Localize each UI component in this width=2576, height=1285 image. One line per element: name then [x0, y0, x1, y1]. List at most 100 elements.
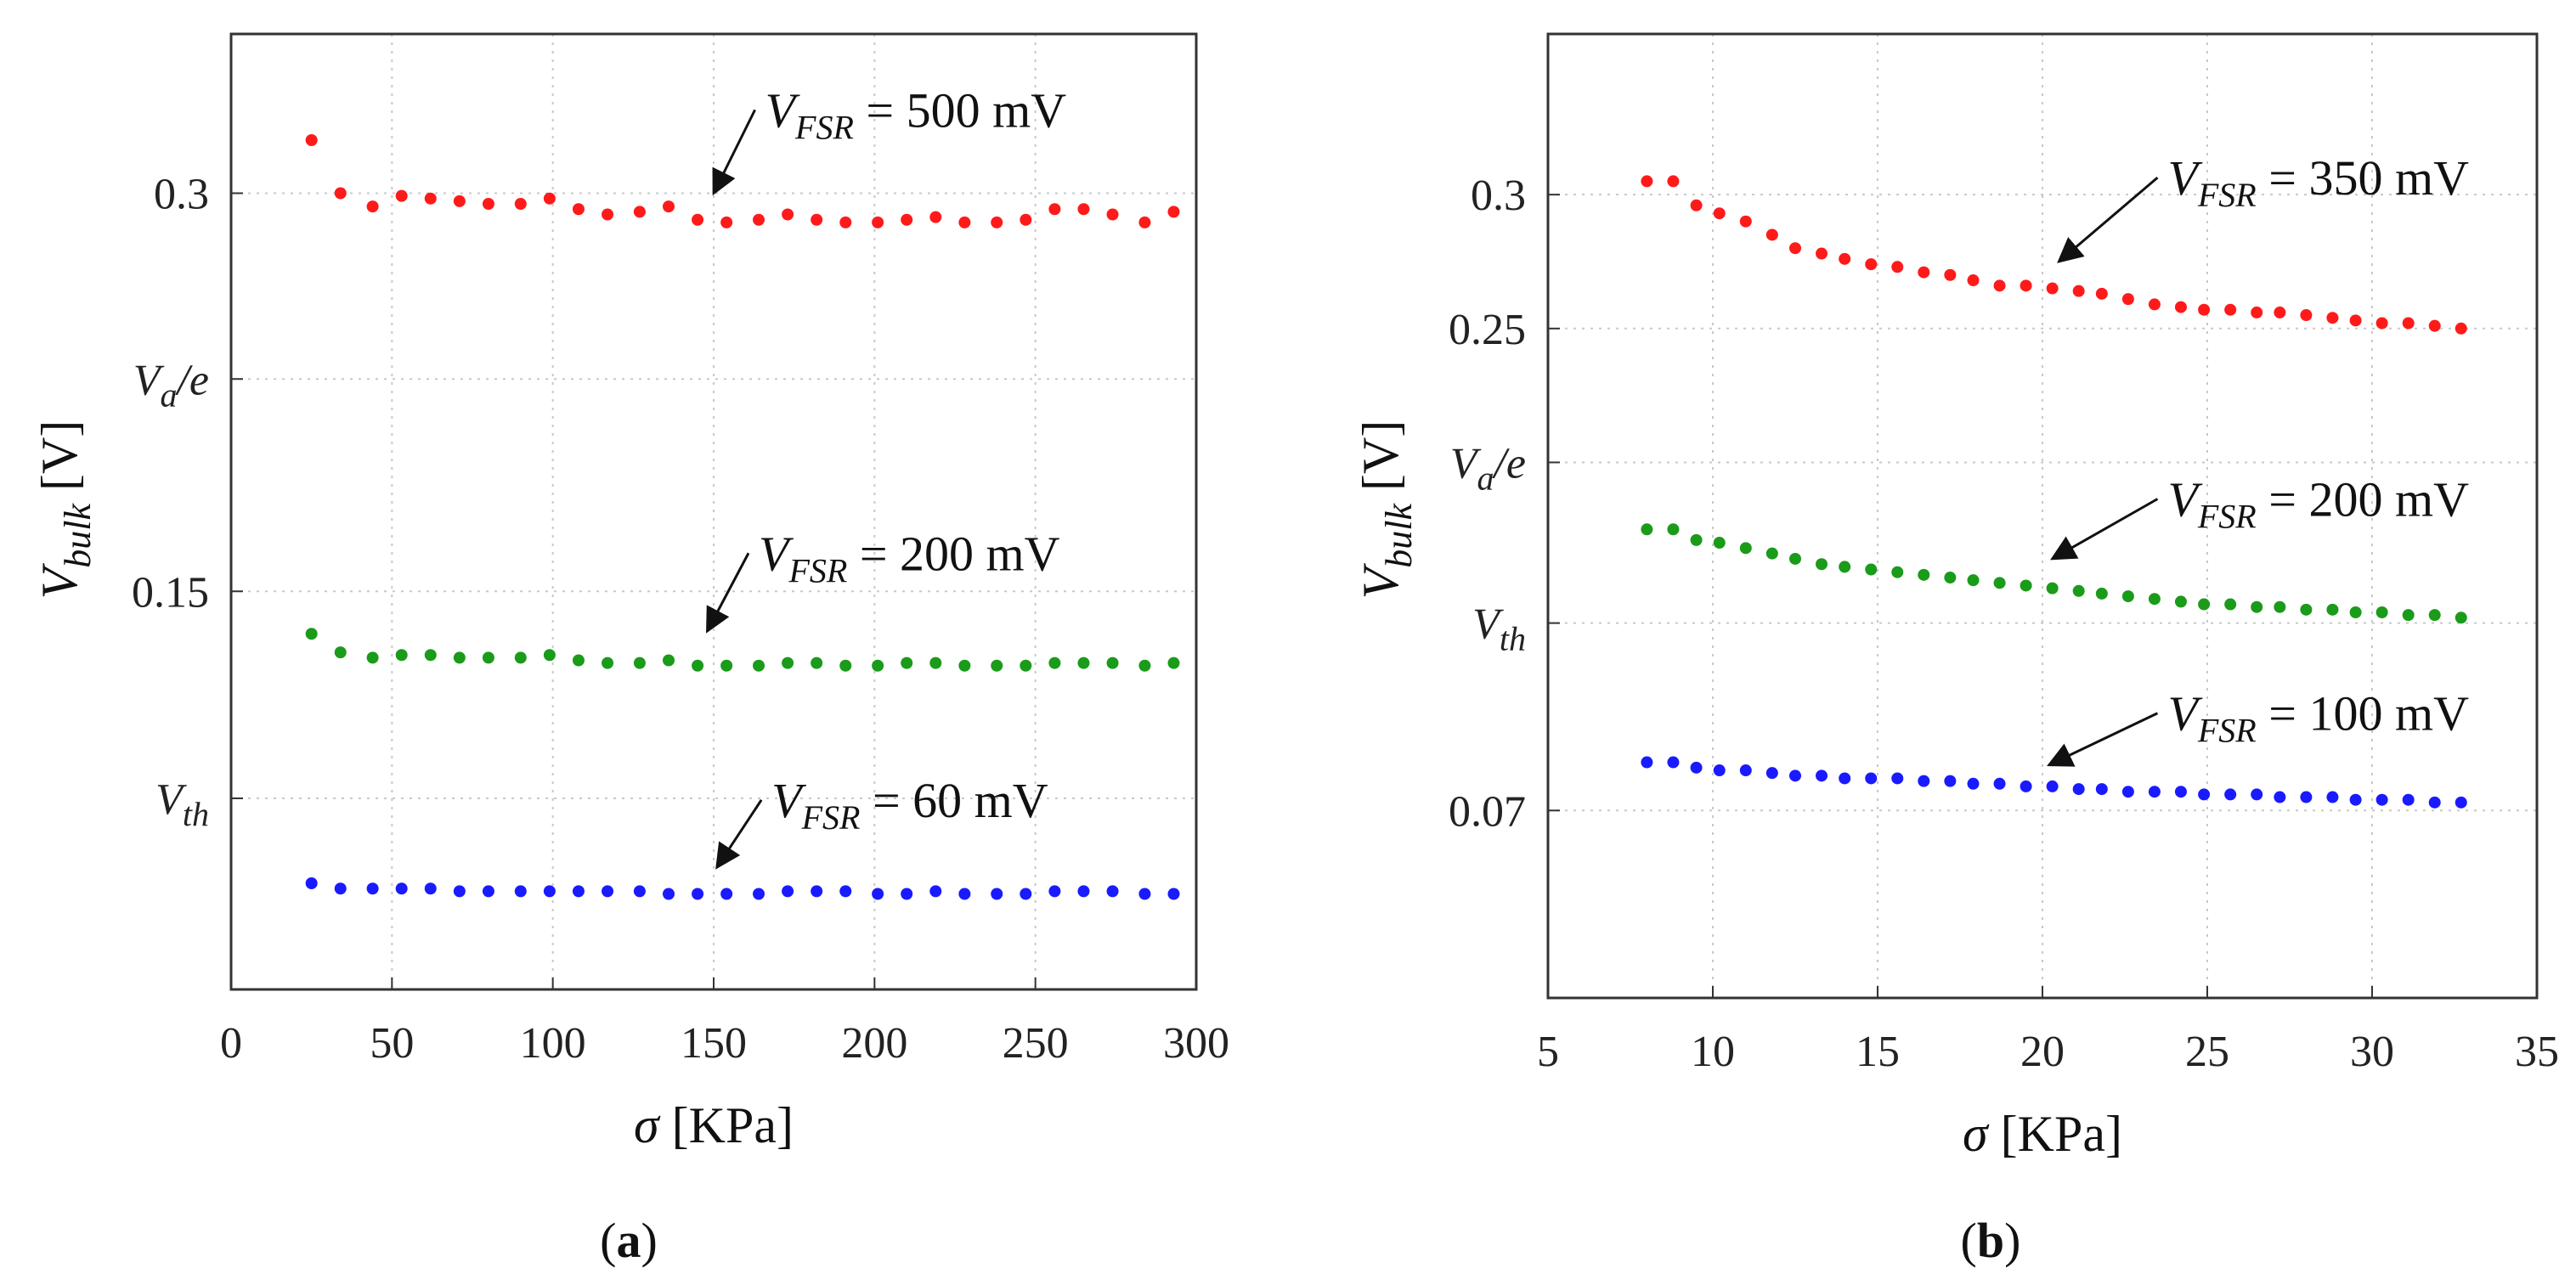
data-point — [901, 213, 913, 226]
x-tick-label: 10 — [1691, 1028, 1735, 1076]
data-point — [1138, 659, 1151, 672]
data-point — [1106, 885, 1119, 898]
data-point — [2020, 279, 2032, 292]
data-point — [1967, 574, 1980, 587]
x-tick-label: 35 — [2515, 1028, 2559, 1076]
annotation-arrow — [2050, 498, 2159, 561]
data-point — [453, 885, 466, 898]
annotation-arrow — [706, 552, 750, 634]
y-tick-label: Va/e — [1450, 439, 1526, 497]
data-point — [753, 213, 765, 226]
data-point — [2326, 603, 2339, 616]
x-axis-label: σ [KPa] — [1963, 1106, 2122, 1162]
data-point — [1641, 756, 1653, 769]
series-annotation: VFSR = 200 mV — [2167, 472, 2469, 536]
data-point — [1765, 767, 1778, 780]
data-point — [958, 888, 971, 900]
data-point — [1967, 777, 1980, 790]
data-point — [424, 882, 437, 895]
data-point — [2121, 786, 2134, 798]
data-point — [2251, 788, 2263, 801]
data-point — [1918, 568, 1930, 581]
subfigure-label: (a) — [600, 1213, 658, 1268]
data-point — [720, 888, 733, 900]
data-point — [2174, 595, 2187, 608]
data-point — [2251, 600, 2263, 613]
data-point — [633, 206, 646, 218]
data-point — [2072, 783, 2085, 796]
x-tick-label: 25 — [2185, 1028, 2229, 1076]
data-point — [2174, 786, 2187, 798]
y-tick-label: 0.3 — [154, 171, 209, 219]
data-point — [901, 657, 913, 669]
subfigure-label: (b) — [1961, 1213, 2021, 1268]
data-point — [872, 659, 884, 672]
data-point — [2198, 598, 2211, 611]
data-point — [1865, 258, 1878, 271]
data-point — [1667, 756, 1680, 769]
x-tick-label: 30 — [2350, 1028, 2394, 1076]
data-point — [2274, 306, 2286, 318]
data-point — [839, 216, 852, 228]
data-point — [811, 657, 823, 669]
data-point — [2402, 793, 2415, 806]
data-point — [334, 882, 347, 895]
data-point — [1713, 764, 1726, 777]
data-point — [901, 888, 913, 900]
data-point — [2072, 285, 2085, 297]
data-point — [1891, 261, 1904, 273]
data-point — [572, 654, 585, 667]
series-annotation: VFSR = 350 mV — [2167, 150, 2469, 214]
data-point — [2020, 579, 2032, 592]
data-point — [633, 885, 646, 898]
data-point — [1993, 777, 2006, 790]
data-point — [2072, 584, 2085, 597]
series-0 — [305, 134, 1180, 228]
annotation-arrow — [715, 799, 763, 870]
data-point — [2121, 293, 2134, 306]
data-point — [1944, 572, 1957, 584]
data-point — [543, 885, 556, 898]
x-tick-label: 5 — [1537, 1028, 1559, 1076]
annotation-arrow — [2047, 712, 2159, 767]
data-point — [1993, 577, 2006, 589]
data-point — [1865, 772, 1878, 785]
data-point — [753, 659, 765, 672]
data-point — [2375, 606, 2388, 618]
data-point — [1839, 772, 1851, 785]
data-point — [2349, 314, 2362, 327]
data-point — [991, 888, 1003, 900]
data-point — [2148, 593, 2161, 606]
data-point — [514, 885, 527, 898]
data-point — [753, 888, 765, 900]
data-point — [2428, 796, 2441, 809]
data-point — [2428, 609, 2441, 622]
data-point — [1789, 769, 1801, 782]
x-tick-label: 15 — [1856, 1028, 1900, 1076]
series-annotation: VFSR = 200 mV — [759, 526, 1060, 589]
data-point — [2046, 582, 2059, 595]
data-point — [811, 213, 823, 226]
series-1 — [305, 628, 1180, 672]
data-point — [782, 657, 794, 669]
data-point — [1891, 566, 1904, 578]
data-point — [2046, 282, 2059, 295]
y-axis-label: Vbulk [V] — [31, 420, 99, 600]
data-point — [872, 888, 884, 900]
data-point — [424, 192, 437, 205]
data-point — [839, 659, 852, 672]
data-point — [958, 659, 971, 672]
data-point — [2046, 780, 2059, 792]
data-point — [395, 189, 408, 202]
x-tick-label: 20 — [2020, 1028, 2065, 1076]
data-point — [2224, 598, 2237, 611]
data-point — [602, 208, 614, 221]
series-0 — [1641, 175, 2467, 335]
data-point — [2174, 301, 2187, 313]
data-point — [2020, 780, 2032, 792]
data-point — [572, 885, 585, 898]
data-point — [1865, 563, 1878, 576]
data-point — [1944, 775, 1957, 787]
y-tick-label: 0.15 — [132, 568, 209, 617]
data-point — [572, 203, 585, 216]
